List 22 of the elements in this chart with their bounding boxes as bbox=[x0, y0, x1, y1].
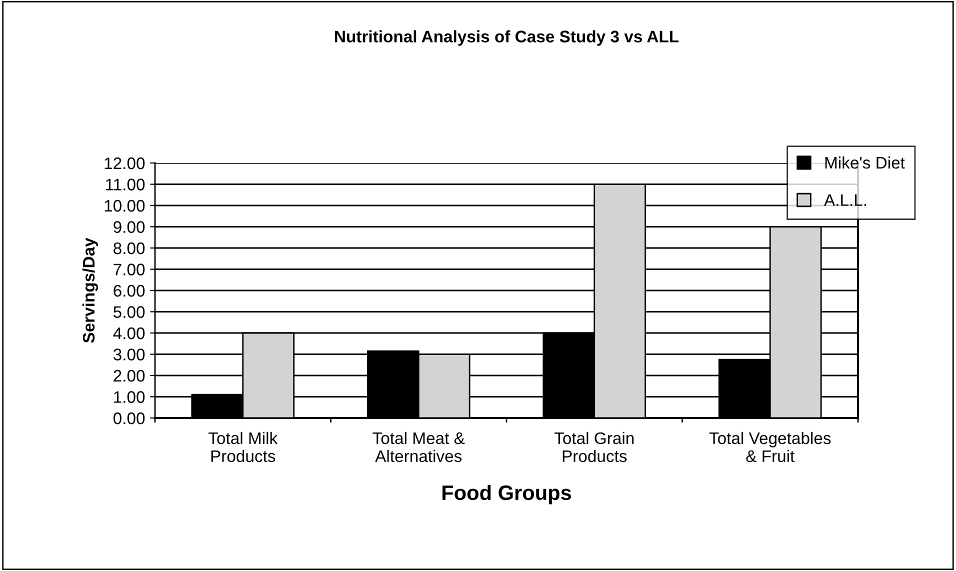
y-axis-title: Servings/Day bbox=[82, 238, 98, 343]
x-axis-title: Food Groups bbox=[442, 484, 572, 504]
y-tick-label: 9.00 bbox=[114, 221, 145, 233]
legend-label: Mike's Diet bbox=[825, 156, 905, 169]
y-tick-label: 8.00 bbox=[114, 242, 145, 254]
y-tick-label: 12.00 bbox=[104, 157, 145, 170]
y-tick-label: 2.00 bbox=[114, 370, 145, 382]
chart-title: Nutritional Analysis of Case Study 3 vs ALL bbox=[335, 30, 679, 46]
legend-label: A.L.L. bbox=[824, 194, 866, 206]
x-tick-label: Total Meat & Alternatives bbox=[372, 432, 465, 462]
y-tick-label: 10.00 bbox=[104, 200, 145, 212]
y-tick-label: 3.00 bbox=[113, 348, 145, 360]
y-tick-label: 4.00 bbox=[113, 327, 145, 340]
x-tick-label: Total Vegetables & Fruit bbox=[709, 432, 831, 462]
y-tick-label: 6.00 bbox=[114, 284, 145, 297]
x-tick-label: Total Milk Products bbox=[208, 432, 278, 462]
y-tick-label: 5.00 bbox=[114, 306, 145, 318]
y-tick-label: 1.00 bbox=[114, 391, 145, 403]
y-tick-label: 11.00 bbox=[106, 178, 145, 190]
y-tick-label: 7.00 bbox=[114, 264, 145, 276]
x-tick-label: Total Grain Products bbox=[554, 432, 634, 462]
y-tick-label: 0.00 bbox=[113, 412, 145, 424]
